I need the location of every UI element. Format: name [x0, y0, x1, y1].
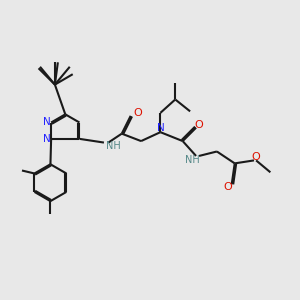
Text: NH: NH — [106, 141, 121, 151]
Text: O: O — [194, 120, 203, 130]
Text: NH: NH — [185, 154, 200, 164]
Text: N: N — [157, 123, 164, 133]
Text: N: N — [43, 134, 51, 144]
Text: O: O — [133, 108, 142, 118]
Text: O: O — [223, 182, 232, 192]
Text: N: N — [43, 117, 51, 127]
Text: O: O — [252, 152, 260, 162]
